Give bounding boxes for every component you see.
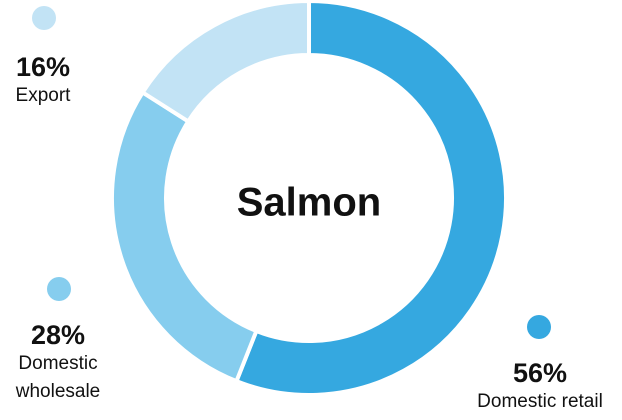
donut-slice — [139, 0, 311, 125]
donut-slice — [233, 0, 508, 397]
legend-name: Domestic wholesale — [15, 353, 101, 402]
legend-name: Domestic retail — [477, 391, 603, 412]
chart-title: Salmon — [237, 181, 381, 225]
value-label: 16% — [15, 52, 71, 82]
value-label: 56% — [512, 358, 568, 388]
legend-dot — [527, 315, 551, 339]
legend-name: Export — [15, 85, 71, 106]
legend-dot — [47, 277, 71, 301]
legend-label: 28% Domestic wholesale — [3, 320, 113, 406]
value-label: 28% — [30, 320, 86, 350]
donut-slice — [110, 89, 259, 384]
legend-label: 56% Domestic retail — [465, 358, 615, 416]
legend-dot — [32, 6, 56, 30]
legend-label: 16% Export — [0, 52, 93, 110]
